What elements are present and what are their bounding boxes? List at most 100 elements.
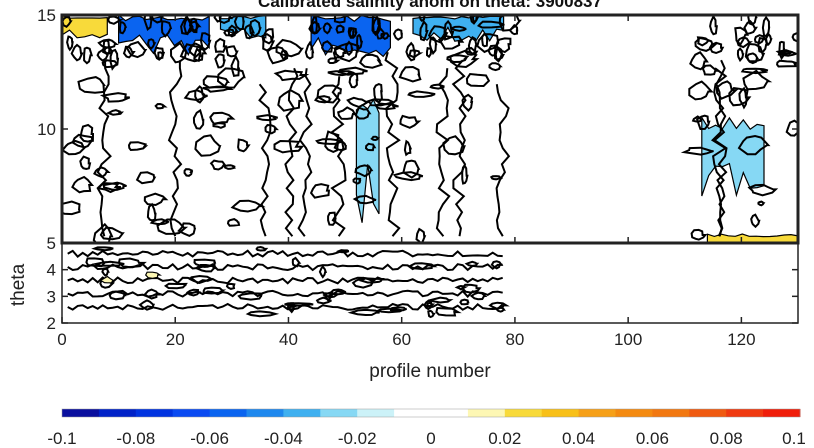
anomaly-region-7 <box>706 233 798 243</box>
contour-line-132 <box>487 44 497 57</box>
colorbar-tick-label-7: 0.04 <box>562 429 595 448</box>
contour-line-12 <box>275 38 305 58</box>
contour-line-33 <box>156 218 189 235</box>
x-tick-label-0: 0 <box>57 330 66 349</box>
colorbar-segment-9 <box>394 409 432 417</box>
contour-line-3 <box>154 102 168 110</box>
contour-line-97 <box>354 164 374 178</box>
contour-line-169 <box>435 68 451 237</box>
contour-line-157 <box>428 36 438 56</box>
contour-line-168 <box>284 67 299 237</box>
contour-line-34 <box>352 177 362 185</box>
lower-contour-line-15 <box>163 282 188 290</box>
contour-line-138 <box>469 15 481 25</box>
contour-line-57 <box>77 76 106 94</box>
contour-line-109 <box>188 42 204 59</box>
contour-line-149 <box>493 46 505 61</box>
x-tick-label-120: 120 <box>727 330 755 349</box>
contour-line-136 <box>66 35 74 52</box>
colorbar-segment-8 <box>357 409 395 417</box>
contour-line-86 <box>370 135 381 142</box>
x-tick-label-60: 60 <box>392 330 411 349</box>
contour-line-210 <box>736 36 753 49</box>
contour-line-145 <box>106 15 124 25</box>
contour-line-91 <box>373 83 383 104</box>
contour-line-48 <box>403 139 413 157</box>
contour-line-54 <box>316 84 342 104</box>
contour-line-38 <box>243 24 255 40</box>
contour-line-148 <box>214 37 228 53</box>
colorbar-segment-16 <box>652 409 690 417</box>
contour-line-215 <box>710 59 728 237</box>
contour-line-53 <box>146 202 157 222</box>
contour-line-207 <box>708 41 725 55</box>
lower-contour-line-25 <box>490 260 504 270</box>
contour-line-92 <box>273 139 305 154</box>
contour-line-130 <box>193 47 202 63</box>
contour-line-26 <box>127 141 149 152</box>
colorbar-segment-1 <box>98 409 137 417</box>
colorbar: -0.1 -0.08 -0.06 -0.04 -0.02 0 0.02 0.04 0.06 0.0… <box>47 408 806 448</box>
contour-line-185 <box>694 36 719 52</box>
contour-line-84 <box>125 40 148 59</box>
contour-line-191 <box>695 114 711 131</box>
contour-line-155 <box>83 46 94 65</box>
colorbar-segment-11 <box>467 409 506 417</box>
contour-line-32 <box>461 93 474 112</box>
contour-line-22 <box>465 72 491 88</box>
contour-line-142 <box>199 32 212 51</box>
anomaly-region-5 <box>355 98 380 223</box>
colorbar-segment-14 <box>578 409 616 417</box>
contour-line-175 <box>167 60 183 237</box>
colorbar-segment-0 <box>62 409 100 417</box>
contour-line-135 <box>153 46 166 61</box>
x-tick-label-40: 40 <box>279 330 298 349</box>
contour-line-67 <box>230 54 240 78</box>
x-tick-label-100: 100 <box>614 330 642 349</box>
lower-contour-line-22 <box>329 288 347 296</box>
contour-line-94 <box>214 53 226 69</box>
colorbar-segment-13 <box>541 409 580 417</box>
lower-contour-line-37 <box>225 282 236 290</box>
contour-line-116 <box>279 49 290 61</box>
lower-contour-line-13 <box>459 298 470 306</box>
contour-line-202 <box>791 32 798 43</box>
lower-anomaly-region-1 <box>144 271 163 279</box>
contour-line-47 <box>237 138 251 153</box>
colorbar-segment-2 <box>135 409 174 417</box>
lower-contour-line-47 <box>318 265 328 279</box>
contour-line-52 <box>143 192 169 207</box>
contour-line-76 <box>149 218 170 225</box>
contour-line-96 <box>337 106 357 120</box>
contour-line-16 <box>437 34 465 50</box>
contour-line-78 <box>364 142 377 152</box>
lower-contour-line-24 <box>255 245 269 252</box>
lower-contour-line-50 <box>67 276 503 285</box>
colorbar-tick-label-6: 0.02 <box>488 429 521 448</box>
chart-title: Calibrated salinity anom on theta: 39008… <box>258 0 602 11</box>
contour-line-193 <box>746 52 760 65</box>
contour-line-133 <box>322 22 333 35</box>
contour-line-156 <box>225 45 239 58</box>
lower-contour-line-19 <box>427 296 454 304</box>
contour-line-73 <box>476 33 500 54</box>
contour-line-128 <box>392 28 403 41</box>
y-tick-label-lower-2: 2 <box>47 314 56 333</box>
colorbar-frame <box>61 408 801 418</box>
contour-line-189 <box>740 67 769 75</box>
contour-line-170 <box>451 59 467 237</box>
contour-line-151 <box>308 21 323 35</box>
contour-line-120 <box>321 40 334 53</box>
contour-line-154 <box>372 16 382 34</box>
colorbar-segment-6 <box>283 409 321 417</box>
colorbar-tick-label-2: -0.06 <box>190 429 229 448</box>
contour-line-24 <box>398 65 422 83</box>
contour-line-82 <box>71 175 95 194</box>
contour-line-201 <box>734 26 750 47</box>
contour-line-143 <box>160 20 173 38</box>
contour-line-2 <box>92 222 114 243</box>
lower-contour-line-27 <box>245 310 280 318</box>
contour-line-28 <box>358 53 383 69</box>
colorbar-tick-label-3: -0.04 <box>264 429 303 448</box>
contour-line-1 <box>192 108 205 130</box>
